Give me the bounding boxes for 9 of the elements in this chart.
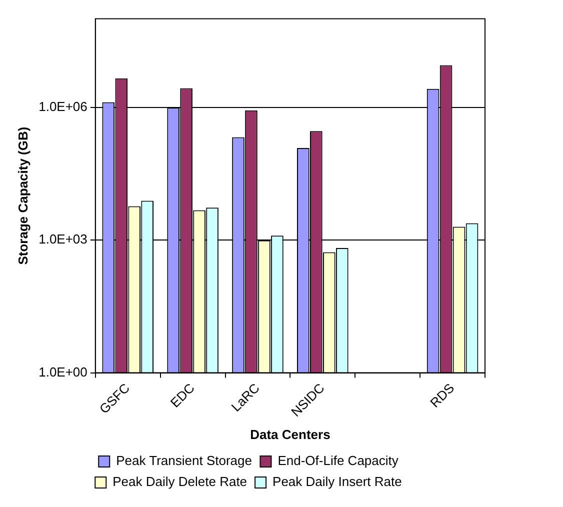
y-tick-label: 1.0E+00	[38, 364, 88, 380]
legend-label: Peak Daily Delete Rate	[112, 474, 248, 490]
y-axis-title: Storage Capacity (GB)	[15, 126, 30, 265]
y-tick-label: 1.0E+03	[38, 232, 88, 247]
x-axis-title: Data Centers	[250, 426, 330, 442]
legend-label: Peak Transient Storage	[116, 453, 252, 468]
legend-label: End-Of-Life Capacity	[278, 453, 399, 468]
legend-label: Peak Daily Insert Rate	[272, 474, 402, 490]
y-tick-label: 1.0E+06	[38, 98, 88, 114]
